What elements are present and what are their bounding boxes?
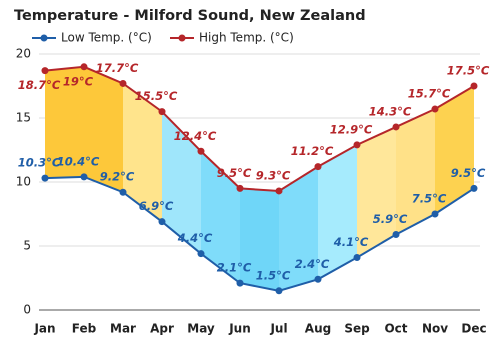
data-label: 17.5°C [447, 64, 490, 78]
data-label: 12.4°C [174, 129, 217, 143]
data-label: 17.7°C [96, 61, 139, 75]
range-fill [201, 151, 240, 284]
range-fill [435, 86, 474, 214]
data-point [236, 279, 244, 287]
x-tick-label: Aug [305, 322, 331, 336]
data-point [392, 123, 400, 131]
x-tick-label: Jan [33, 322, 55, 336]
data-point [275, 287, 283, 295]
range-fill [162, 111, 201, 254]
data-point [41, 67, 49, 75]
range-fill [279, 166, 318, 291]
data-label: 5.9°C [373, 212, 408, 226]
data-point [41, 174, 49, 182]
data-label: 11.2°C [291, 144, 334, 158]
x-tick-label: Mar [110, 322, 136, 336]
data-label: 14.3°C [369, 104, 412, 118]
data-label: 4.1°C [333, 235, 369, 249]
range-fill [357, 126, 396, 258]
y-tick-label: 20 [16, 47, 31, 61]
data-point [197, 250, 205, 258]
data-point [314, 275, 322, 283]
data-label: 18.7°C [18, 78, 61, 92]
data-point [431, 105, 439, 113]
range-fill [396, 109, 435, 235]
data-label: 4.4°C [177, 231, 213, 245]
data-label: 10.3°C [18, 156, 61, 170]
data-point [158, 108, 166, 116]
data-point [314, 163, 322, 171]
series-line [44, 65, 475, 192]
data-label: 19°C [63, 74, 94, 88]
data-point [119, 79, 127, 87]
range-fill [318, 144, 357, 280]
data-point [353, 254, 361, 262]
legend-label: Low Temp. (°C) [61, 31, 152, 45]
data-label: 7.5°C [412, 192, 447, 206]
y-tick-label: 10 [16, 175, 31, 189]
data-point [80, 173, 88, 181]
legend-marker [178, 34, 186, 42]
data-point [119, 188, 127, 196]
data-label: 9.5°C [217, 166, 252, 180]
chart-title: Temperature - Milford Sound, New Zealand [14, 8, 366, 24]
range-fill [84, 66, 123, 193]
data-label: 15.5°C [135, 89, 178, 103]
data-point [431, 210, 439, 218]
data-label: 15.7°C [408, 87, 451, 101]
y-tick-label: 15 [16, 111, 31, 125]
data-label: 6.9°C [139, 199, 174, 213]
data-label: 2.4°C [295, 257, 330, 271]
range-fill [123, 83, 162, 222]
data-label: 10.4°C [57, 154, 100, 168]
data-point [236, 184, 244, 192]
x-tick-label: Sep [344, 322, 370, 336]
x-tick-label: Feb [72, 322, 97, 336]
data-label: 1.5°C [256, 268, 291, 282]
data-point [392, 230, 400, 238]
data-point [470, 184, 478, 192]
x-tick-label: Jul [269, 322, 287, 336]
series-line [44, 175, 475, 292]
data-point [470, 82, 478, 90]
legend-marker [40, 34, 48, 42]
data-point [158, 218, 166, 226]
x-tick-label: Dec [461, 322, 486, 336]
x-tick-label: Oct [384, 322, 407, 336]
data-point [353, 141, 361, 149]
x-tick-label: Apr [150, 322, 174, 336]
data-point [197, 147, 205, 155]
data-label: 9.5°C [451, 166, 486, 180]
data-label: 12.9°C [330, 122, 373, 136]
range-fill [240, 188, 279, 291]
y-tick-label: 0 [23, 303, 31, 317]
legend-label: High Temp. (°C) [199, 31, 294, 45]
data-point [80, 63, 88, 71]
range-fill [45, 66, 84, 179]
x-tick-label: Jun [228, 322, 251, 336]
y-tick-label: 5 [23, 239, 31, 253]
data-point [275, 187, 283, 195]
x-tick-label: Nov [422, 322, 448, 336]
data-label: 2.1°C [217, 261, 252, 275]
data-label: 9.2°C [100, 170, 135, 184]
data-label: 9.3°C [256, 168, 291, 182]
x-tick-label: May [187, 322, 215, 336]
